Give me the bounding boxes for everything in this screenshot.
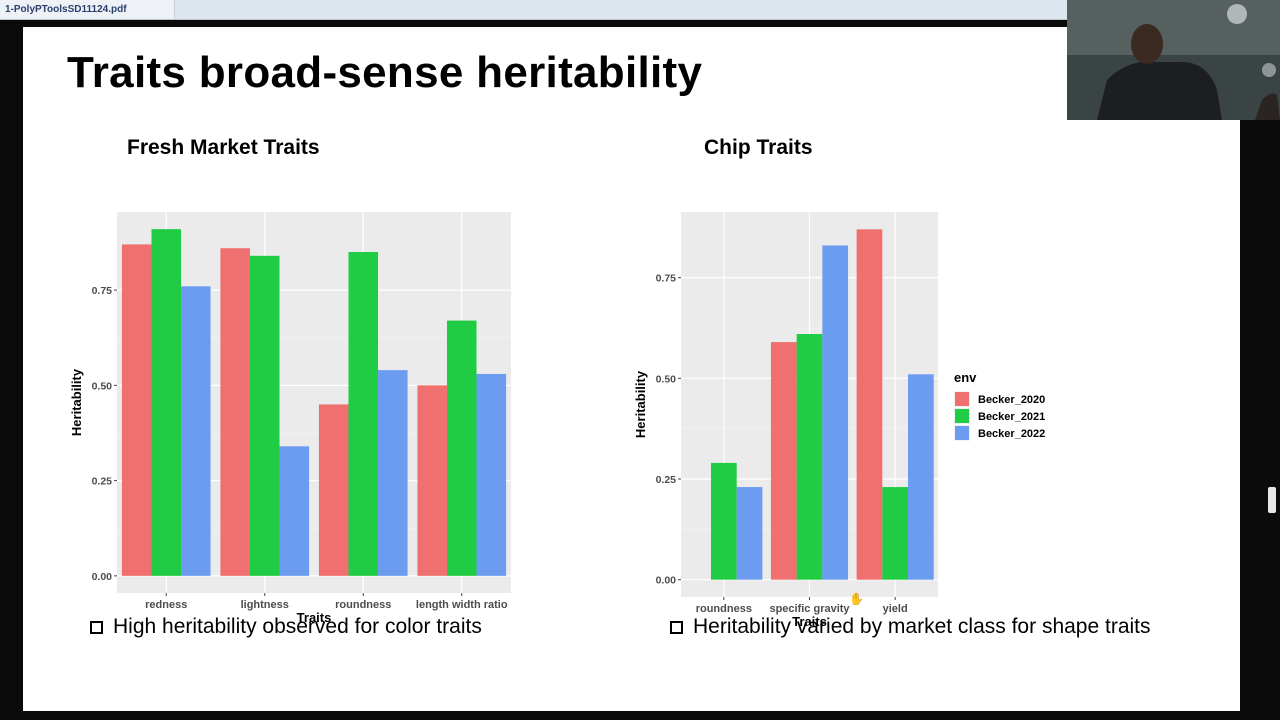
bar-becker-2020-roundness xyxy=(318,404,349,576)
chip-chart-title: Chip Traits xyxy=(704,136,813,159)
bar-becker-2021-roundness xyxy=(710,462,737,580)
y-tick-label: 0.75 xyxy=(92,285,113,297)
webcam-video xyxy=(1067,0,1280,120)
y-axis-title: Heritability xyxy=(69,368,84,436)
x-axis-title: Traits xyxy=(297,610,332,625)
y-tick-label: 0.25 xyxy=(92,476,113,488)
document-tab[interactable]: 1-PolyPToolsSD11124.pdf xyxy=(0,0,175,19)
legend-label: Becker_2022 xyxy=(978,428,1045,440)
x-tick-label: specific gravity xyxy=(769,603,850,615)
bar-becker-2020-lightness xyxy=(220,248,250,576)
x-tick-label: roundness xyxy=(696,603,752,615)
y-tick-label: 0.75 xyxy=(656,273,677,285)
y-tick-label: 0.00 xyxy=(656,575,677,587)
bar-becker-2020-specific-gravity xyxy=(770,342,797,580)
bar-becker-2021-length-width-ratio xyxy=(446,320,477,576)
checkbox-bullet-icon xyxy=(670,620,683,634)
x-axis-title: Traits xyxy=(792,614,827,629)
bar-becker-2022-length-width-ratio xyxy=(476,373,507,576)
x-tick-label: yield xyxy=(883,603,908,615)
scrollbar-thumb[interactable] xyxy=(1268,487,1276,513)
bar-becker-2022-roundness xyxy=(378,370,408,576)
bullet-shape-traits: Heritability varied by market class for … xyxy=(670,615,1151,639)
bar-becker-2021-roundness xyxy=(348,252,379,576)
bar-becker-2020-yield xyxy=(856,229,883,580)
y-axis-title: Heritability xyxy=(633,370,648,438)
legend-label: Becker_2020 xyxy=(978,394,1045,406)
x-tick-label: redness xyxy=(145,599,187,611)
legend-swatch-becker-2020 xyxy=(955,392,969,406)
tab-bar: 1-PolyPToolsSD11124.pdf xyxy=(0,0,1280,20)
x-tick-label: roundness xyxy=(335,599,391,611)
bullet-text: High heritability observed for color tra… xyxy=(113,615,482,638)
y-tick-label: 0.50 xyxy=(656,373,677,385)
slide-title: Traits broad-sense heritability xyxy=(67,48,703,97)
fresh-market-chart-title: Fresh Market Traits xyxy=(127,136,320,159)
legend-label: Becker_2021 xyxy=(978,411,1045,423)
bar-becker-2020-redness xyxy=(121,244,152,576)
legend-swatch-becker-2021 xyxy=(955,409,969,423)
legend-swatch-becker-2022 xyxy=(955,426,969,440)
hand-cursor-icon: ✋ xyxy=(849,592,864,606)
x-tick-label: lightness xyxy=(241,599,289,611)
bullet-text: Heritability varied by market class for … xyxy=(693,615,1151,638)
bar-becker-2021-lightness xyxy=(249,255,280,576)
bar-becker-2021-yield xyxy=(882,487,909,580)
bar-becker-2020-length-width-ratio xyxy=(417,385,447,576)
y-tick-label: 0.25 xyxy=(656,474,677,486)
bar-becker-2021-redness xyxy=(151,229,182,576)
bar-becker-2022-yield xyxy=(908,374,934,580)
presenter-silhouette-icon xyxy=(1067,0,1280,120)
bar-becker-2022-lightness xyxy=(279,446,310,576)
bar-becker-2022-roundness xyxy=(736,487,763,580)
bullet-color-traits: High heritability observed for color tra… xyxy=(90,615,482,639)
bar-becker-2021-specific-gravity xyxy=(796,334,823,580)
x-tick-label: length width ratio xyxy=(416,599,508,611)
legend-title: env xyxy=(954,370,977,385)
y-tick-label: 0.50 xyxy=(92,380,113,392)
bar-becker-2022-specific-gravity xyxy=(822,245,849,580)
y-tick-label: 0.00 xyxy=(92,571,113,583)
bar-becker-2022-redness xyxy=(181,286,211,576)
checkbox-bullet-icon xyxy=(90,620,103,634)
